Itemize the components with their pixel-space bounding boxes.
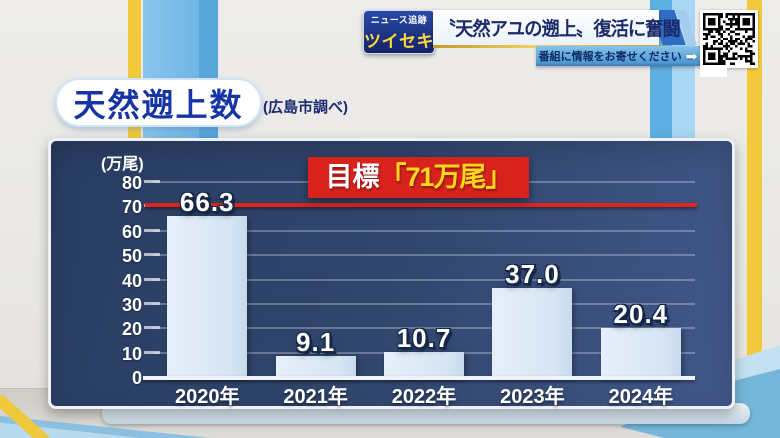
chart-panel: (万尾) 目標 「71万尾」 66.3 2020年 9.1 2021年 10.7 2022年… (48, 138, 735, 409)
bars-row: 66.3 2020年 9.1 2021年 10.7 2022年 37.0 2023年 20.4 2… (153, 183, 695, 407)
y-axis-tick (144, 277, 160, 281)
headline-text: 〝天然アユの遡上〟復活に奮闘 (437, 19, 681, 40)
bar-value-label: 9.1 (296, 326, 336, 357)
x-axis-category-label: 2022年 (391, 386, 457, 408)
gridline (144, 301, 695, 305)
bg-pillar-yellow-right (747, 0, 762, 438)
target-line (145, 202, 697, 207)
plot-area: 66.3 2020年 9.1 2021年 10.7 2022年 37.0 2023年 20.4 2… (122, 174, 697, 407)
target-label-box: 目標 「71万尾」 (308, 157, 529, 198)
y-axis-tick (144, 326, 160, 330)
y-tick-label: 20 (121, 319, 142, 340)
gridline (144, 228, 695, 232)
y-tick-label: 70 (121, 197, 142, 218)
bar-slot: 37.0 2023年 (478, 183, 586, 407)
info-request-banner: 番組に情報をお寄せください ➡ (536, 46, 700, 66)
y-axis-tick (144, 350, 160, 354)
y-axis-unit-label: (万尾) (101, 156, 144, 173)
y-tick-label: 40 (121, 270, 142, 291)
bar-slot: 66.3 2020年 (153, 183, 261, 407)
y-tick-label: 60 (121, 221, 142, 242)
chart-title: 天然遡上数 (73, 86, 244, 123)
y-axis-tick (144, 228, 160, 232)
bar-2021年: 9.1 (275, 329, 356, 378)
y-tick-label: 30 (121, 294, 142, 315)
bar-slot: 20.4 2024年 (587, 183, 695, 407)
headline-banner: 〝天然アユの遡上〟復活に奮闘 (433, 10, 681, 45)
bar-2024年: 20.4 (600, 301, 681, 378)
gridline (144, 326, 695, 330)
chart-source-note: (広島市調べ) (263, 99, 348, 116)
bar-2023年: 37.0 (492, 261, 573, 378)
qr-code-tab (700, 68, 727, 77)
bar-slot: 10.7 2022年 (370, 183, 478, 407)
y-axis-tick (144, 180, 160, 183)
target-label-prefix: 目標 (325, 162, 380, 192)
info-request-text: 番組に情報をお寄せください (538, 51, 682, 63)
y-axis-tick (144, 253, 160, 257)
qr-code-pattern (703, 13, 755, 65)
bar-2022年: 10.7 (384, 325, 465, 378)
bar-value-label: 20.4 (613, 299, 669, 330)
x-axis-category-label: 2021年 (283, 386, 348, 408)
program-badge: ニュース追跡 ツイセキ (363, 10, 435, 54)
gridline (144, 253, 695, 257)
program-badge-top-label: ニュース追跡 (370, 14, 428, 25)
chart-title-pill: 天然遡上数 (55, 78, 262, 127)
x-axis-category-label: 2023年 (500, 386, 565, 408)
bar-value-label: 10.7 (396, 322, 452, 353)
y-tick-label: 10 (121, 343, 142, 364)
bar-value-label: 37.0 (505, 258, 560, 289)
y-axis-tick (144, 301, 160, 305)
x-axis-category-label: 2020年 (174, 386, 240, 408)
y-tick-label: 80 (121, 173, 142, 193)
y-tick-label: 50 (121, 246, 142, 267)
gridline (144, 277, 695, 281)
target-label-value: 「71万尾」 (379, 162, 512, 192)
arrow-right-icon: ➡ (685, 48, 698, 64)
x-axis-category-label: 2024年 (608, 386, 674, 408)
bar-2020年: 66.3 (167, 189, 248, 378)
y-tick-label: 0 (131, 368, 142, 388)
bar-slot: 9.1 2021年 (261, 183, 369, 407)
qr-code (700, 10, 758, 68)
bar-value-label: 66.3 (179, 187, 235, 218)
program-badge-name: ツイセキ (364, 31, 434, 51)
